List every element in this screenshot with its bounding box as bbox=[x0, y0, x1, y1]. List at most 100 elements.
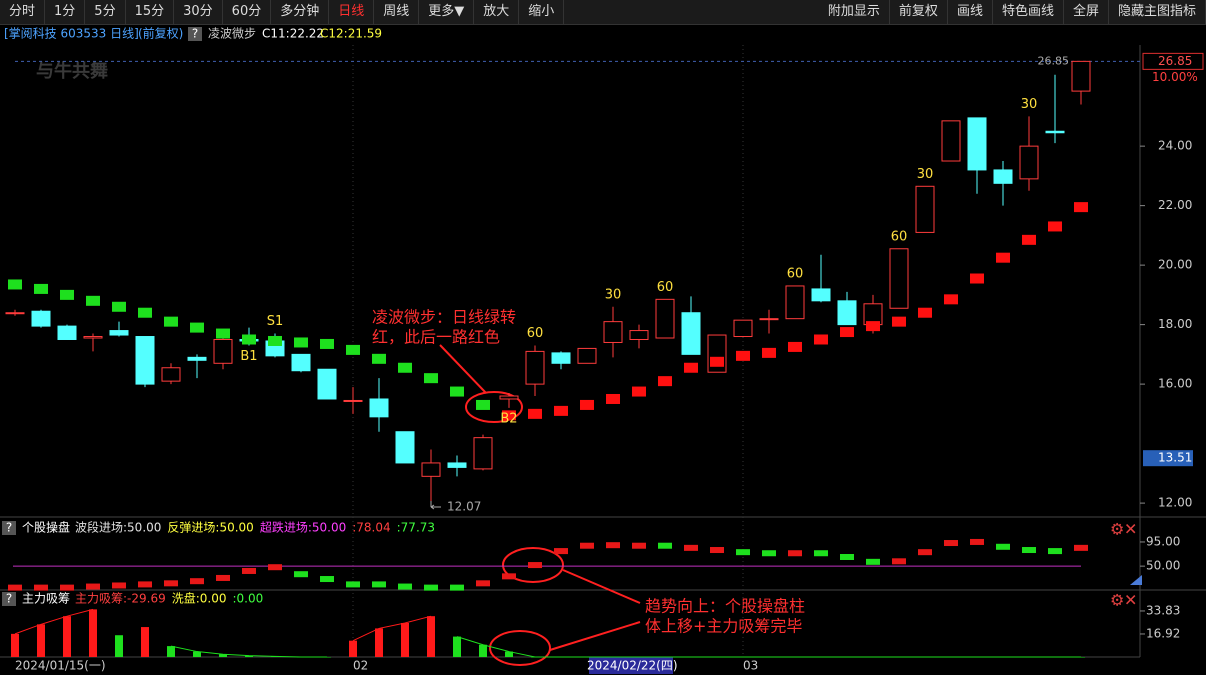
indicator-bar bbox=[450, 584, 464, 591]
candle-body bbox=[889, 248, 909, 309]
candle-annotation: B2 bbox=[500, 411, 517, 426]
toolbar-button[interactable]: 30分 bbox=[174, 0, 223, 24]
candle-body bbox=[31, 310, 51, 327]
gear-icon[interactable]: ⚙ bbox=[1110, 520, 1124, 539]
toolbar-button[interactable]: 附加显示 bbox=[819, 0, 890, 24]
y-tick-label: 20.00 bbox=[1158, 258, 1192, 272]
candle-body bbox=[473, 437, 493, 470]
signal-dot bbox=[164, 316, 178, 327]
signal-dot bbox=[814, 334, 828, 345]
indicator-bar bbox=[242, 567, 256, 574]
toolbar-button[interactable]: 隐藏主图指标 bbox=[1109, 0, 1206, 24]
signal-dot bbox=[450, 386, 464, 397]
highlight-ellipse bbox=[502, 547, 564, 583]
candle-body bbox=[629, 330, 649, 340]
toolbar-button[interactable]: 日线 bbox=[329, 0, 375, 24]
indicator-bar bbox=[476, 580, 490, 587]
note: 凌波微步：日线绿转 bbox=[372, 308, 516, 327]
toolbar-button[interactable]: 缩小 bbox=[519, 0, 565, 24]
signal-dot bbox=[242, 334, 256, 345]
toolbar-button[interactable]: 60分 bbox=[223, 0, 272, 24]
signal-dot bbox=[294, 337, 308, 348]
candle-body bbox=[993, 169, 1013, 184]
indicator-bar bbox=[424, 584, 438, 591]
toolbar-button[interactable]: 画线 bbox=[948, 0, 993, 24]
toolbar: 分时 1分 5分 15分 30分 60分 多分钟 日线 周线 更多▼ 放大 缩小 附加显示 前复权 画线 特色… bbox=[0, 0, 1206, 25]
indicator-bar bbox=[86, 583, 100, 590]
y-tick-label: 50.00 bbox=[1146, 559, 1180, 573]
cursor-date-box bbox=[589, 657, 673, 674]
signal-dot bbox=[944, 294, 958, 305]
candle-body bbox=[395, 431, 415, 464]
indicator-bar bbox=[167, 646, 175, 657]
candle-body bbox=[213, 338, 233, 364]
toolbar-button[interactable]: 更多▼ bbox=[419, 0, 475, 24]
indicator-line bbox=[14, 608, 432, 642]
toolbar-button[interactable]: 全屏 bbox=[1064, 0, 1109, 24]
y-tick-label: 33.83 bbox=[1146, 603, 1180, 617]
signal-dot bbox=[840, 327, 854, 338]
signal-dot bbox=[346, 344, 360, 355]
note: 趋势向上：个股操盘柱 bbox=[645, 597, 805, 616]
candle-annotation: B1 bbox=[240, 349, 257, 364]
candle-body bbox=[161, 367, 181, 382]
pointer-line bbox=[549, 621, 641, 651]
indicator-bar bbox=[528, 562, 542, 569]
candle-body bbox=[109, 330, 129, 336]
signal-dot bbox=[736, 350, 750, 361]
signal-dot bbox=[866, 321, 880, 332]
indicator-c1: C11:22.22 bbox=[262, 27, 324, 41]
indicator-bar bbox=[453, 636, 461, 657]
candle-annotation: 30 bbox=[1021, 97, 1038, 112]
toolbar-button[interactable]: 放大 bbox=[474, 0, 520, 24]
indicator-c2: C12:21.59 bbox=[320, 27, 382, 41]
candle-body bbox=[915, 185, 935, 233]
signal-dot bbox=[970, 273, 984, 284]
gear-icon[interactable]: ⚙ bbox=[1110, 591, 1124, 610]
toolbar-button[interactable]: 1分 bbox=[45, 0, 86, 24]
signal-dot bbox=[502, 410, 516, 421]
indicator-bar bbox=[1074, 544, 1088, 551]
indicator-bar bbox=[996, 543, 1010, 550]
cursor-box bbox=[1143, 450, 1193, 467]
signal-dot bbox=[658, 376, 672, 387]
legend-entry: 洗盘:0.00 bbox=[172, 591, 227, 606]
close-icon[interactable]: ✕ bbox=[1124, 591, 1137, 610]
indicator-bar bbox=[398, 583, 412, 590]
indicator-bar bbox=[814, 550, 828, 557]
indicator-bar bbox=[219, 654, 227, 657]
legend-entry: :77.73 bbox=[397, 521, 435, 535]
signal-dot bbox=[1048, 221, 1062, 232]
signal-dot bbox=[138, 307, 152, 318]
indicator-bar bbox=[34, 584, 48, 591]
y-tick-label: 22.00 bbox=[1158, 198, 1192, 212]
indicator-bar bbox=[320, 576, 334, 583]
indicator-bar bbox=[268, 564, 282, 571]
indicator-name: 凌波微步 bbox=[208, 27, 256, 41]
candle-body bbox=[343, 399, 363, 402]
close-icon[interactable]: ✕ bbox=[1124, 520, 1137, 539]
indicator-bar bbox=[710, 547, 724, 554]
signal-dot bbox=[1074, 202, 1088, 213]
signal-dot bbox=[190, 322, 204, 333]
indicator-bar bbox=[658, 542, 672, 549]
candle-annotation: 60 bbox=[527, 326, 544, 341]
indicator-bar bbox=[684, 544, 698, 551]
candle-annotation: S1 bbox=[267, 314, 284, 329]
toolbar-button[interactable]: 15分 bbox=[126, 0, 175, 24]
candle-body bbox=[421, 462, 441, 477]
candle-body bbox=[291, 353, 311, 372]
toolbar-button[interactable]: 前复权 bbox=[890, 0, 948, 24]
x-tick-label: 2024/02/22(四) bbox=[587, 659, 678, 673]
toolbar-button[interactable]: 周线 bbox=[374, 0, 420, 24]
signal-dot bbox=[684, 362, 698, 373]
help-box bbox=[2, 592, 16, 606]
legend-entry: 反弹进场:50.00 bbox=[167, 521, 253, 535]
toolbar-button[interactable]: 分时 bbox=[0, 0, 46, 24]
toolbar-button[interactable]: 特色画线 bbox=[993, 0, 1064, 24]
toolbar-button[interactable]: 多分钟 bbox=[271, 0, 330, 24]
indicator-bar bbox=[918, 549, 932, 556]
toolbar-button[interactable]: 5分 bbox=[85, 0, 126, 24]
scroll-icon[interactable] bbox=[1130, 575, 1142, 585]
signal-dot bbox=[554, 405, 568, 416]
